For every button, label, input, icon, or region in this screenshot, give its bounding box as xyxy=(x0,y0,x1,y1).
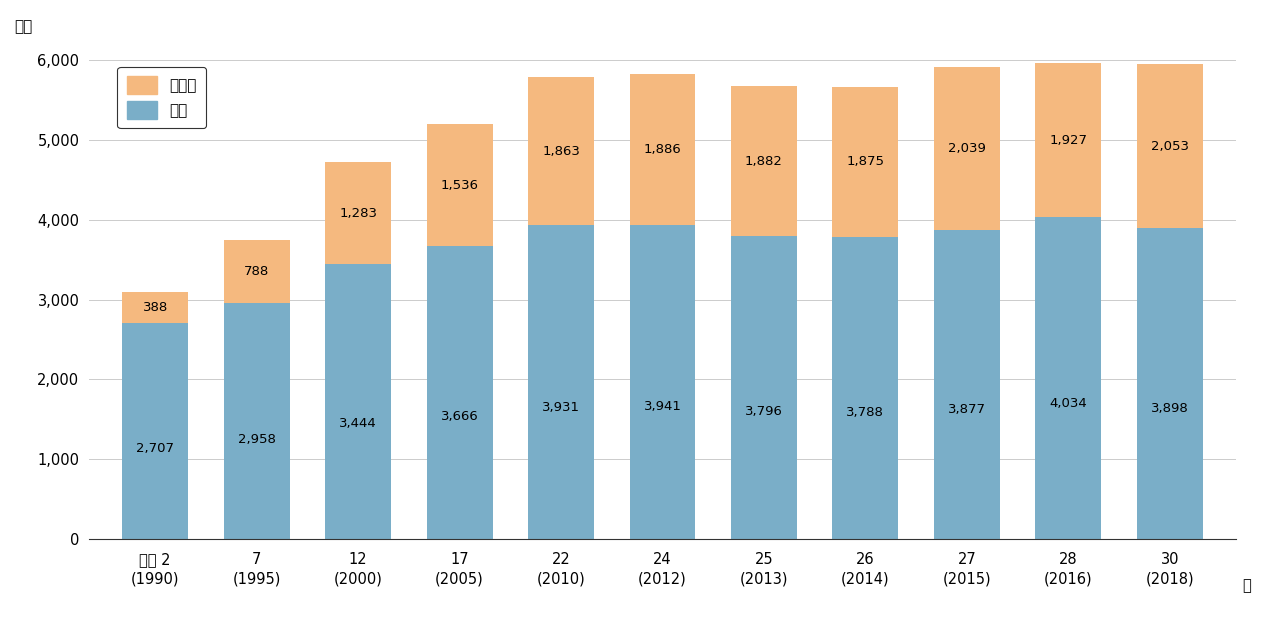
Bar xyxy=(934,230,1000,539)
Text: 年: 年 xyxy=(1242,578,1251,593)
Text: 2,707: 2,707 xyxy=(136,442,175,455)
Bar xyxy=(1136,228,1203,539)
Text: 1,886: 1,886 xyxy=(643,143,682,156)
Text: 3,931: 3,931 xyxy=(541,401,580,414)
Text: 3,666: 3,666 xyxy=(441,410,479,423)
Bar xyxy=(325,264,391,539)
Bar xyxy=(527,77,594,225)
Bar xyxy=(1136,64,1203,228)
Bar xyxy=(934,67,1000,230)
Text: 4,034: 4,034 xyxy=(1050,398,1087,410)
Bar xyxy=(832,87,898,236)
Bar xyxy=(832,236,898,539)
Bar xyxy=(325,162,391,264)
Bar xyxy=(629,74,696,224)
Bar xyxy=(731,236,798,539)
Text: 1,875: 1,875 xyxy=(846,155,884,169)
Bar xyxy=(1036,217,1101,539)
Text: 388: 388 xyxy=(143,301,168,314)
Bar xyxy=(224,303,289,539)
Text: 2,039: 2,039 xyxy=(948,142,986,155)
Bar xyxy=(527,225,594,539)
Text: 3,898: 3,898 xyxy=(1150,402,1189,415)
Text: 2,053: 2,053 xyxy=(1150,139,1189,153)
Text: 3,941: 3,941 xyxy=(643,401,682,413)
Text: 1,863: 1,863 xyxy=(541,145,580,158)
Bar xyxy=(629,224,696,539)
Bar xyxy=(122,323,189,539)
Text: 1,283: 1,283 xyxy=(339,207,377,219)
Text: 万人: 万人 xyxy=(15,20,33,34)
Bar xyxy=(427,247,493,539)
Bar xyxy=(731,86,798,236)
Text: 3,788: 3,788 xyxy=(846,406,884,418)
Text: 2,958: 2,958 xyxy=(238,433,275,446)
Text: 3,444: 3,444 xyxy=(339,417,377,430)
Text: 1,927: 1,927 xyxy=(1050,134,1087,147)
Text: 3,796: 3,796 xyxy=(745,405,784,418)
Bar xyxy=(427,124,493,247)
Text: 1,536: 1,536 xyxy=(441,179,479,191)
Bar xyxy=(122,292,189,323)
Legend: 養殖業, 漁業: 養殖業, 漁業 xyxy=(117,67,206,128)
Text: 3,877: 3,877 xyxy=(948,403,986,415)
Text: 1,882: 1,882 xyxy=(745,155,784,167)
Text: 788: 788 xyxy=(245,265,269,278)
Bar xyxy=(1036,63,1101,217)
Bar xyxy=(224,240,289,303)
